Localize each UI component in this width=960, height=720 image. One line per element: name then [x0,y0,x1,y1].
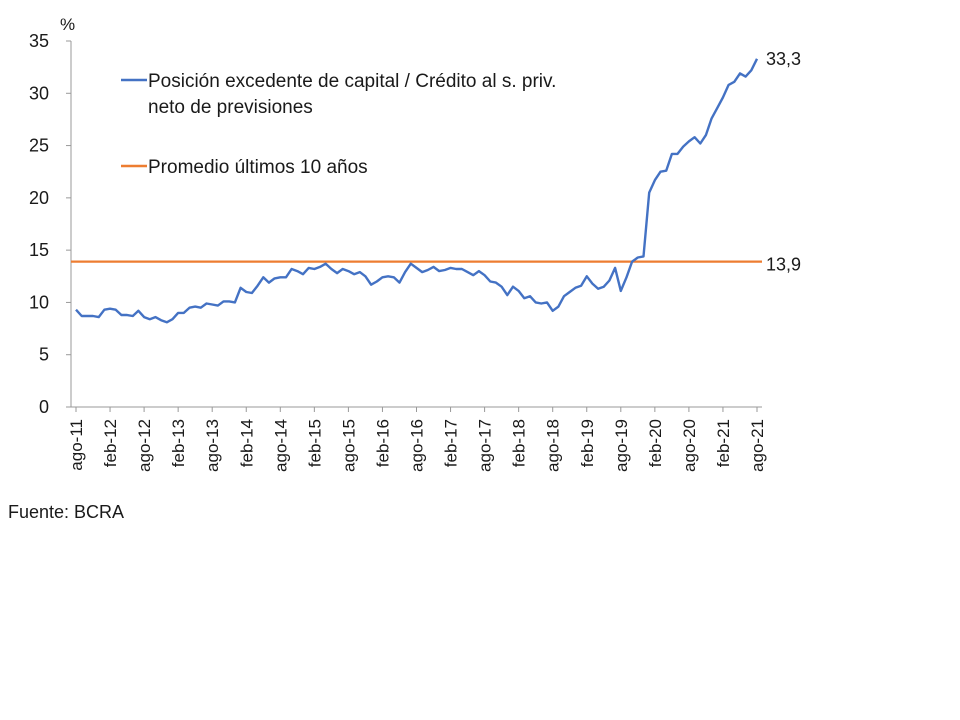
x-tick-label: feb-17 [442,419,461,467]
legend: Posición excedente de capital / Crédito … [121,71,556,178]
x-tick-label: feb-21 [714,419,733,467]
x-tick-label: ago-18 [544,419,563,472]
x-tick-label: feb-15 [305,419,324,467]
series-line-capital [75,58,759,324]
y-axis-unit: % [60,15,75,34]
y-tick-label: 5 [39,345,49,365]
x-tick-label: ago-13 [203,419,222,472]
x-tick-label: ago-17 [476,419,495,472]
x-tick-label: ago-15 [339,419,358,472]
y-tick-label: 35 [29,31,49,51]
end-labels: 33,3 13,9 [766,49,801,275]
source-note: Fuente: BCRA [8,502,125,522]
x-tick-label: feb-19 [578,419,597,467]
y-tick-label: 25 [29,136,49,156]
x-tick-label: ago-16 [408,419,427,472]
x-tick-label: feb-16 [373,419,392,467]
end-label-average: 13,9 [766,255,801,275]
x-tick-label: ago-14 [271,419,290,472]
x-tick-label: feb-14 [237,419,256,467]
x-tick-label: ago-19 [612,419,631,472]
x-tick-label: ago-12 [135,419,154,472]
y-tick-label: 30 [29,83,49,103]
x-tick-label: feb-18 [510,419,529,467]
legend-label-average: Promedio últimos 10 años [148,157,368,178]
x-tick-label: feb-12 [101,419,120,467]
y-axis: 0 5 10 15 20 25 30 35% [29,15,75,417]
legend-label-capital-cont: neto de previsiones [148,97,313,118]
y-tick-label: 0 [39,397,49,417]
legend-label-capital: Posición excedente de capital / Crédito … [148,71,556,92]
y-tick-label: 15 [29,240,49,260]
x-tick-label: feb-13 [169,419,188,467]
series-layer [71,58,762,324]
x-axis: ago-11 feb-12 ago-12 feb-13 ago-13 feb-14 ago-… [67,406,767,472]
y-tick-label: 10 [29,292,49,312]
x-tick-label: ago-11 [67,419,86,471]
y-tick-label: 20 [29,188,49,208]
x-tick-label: ago-20 [680,419,699,472]
end-label-capital: 33,3 [766,49,801,69]
x-tick-label: feb-20 [646,419,665,467]
x-tick-label: ago-21 [748,419,767,472]
